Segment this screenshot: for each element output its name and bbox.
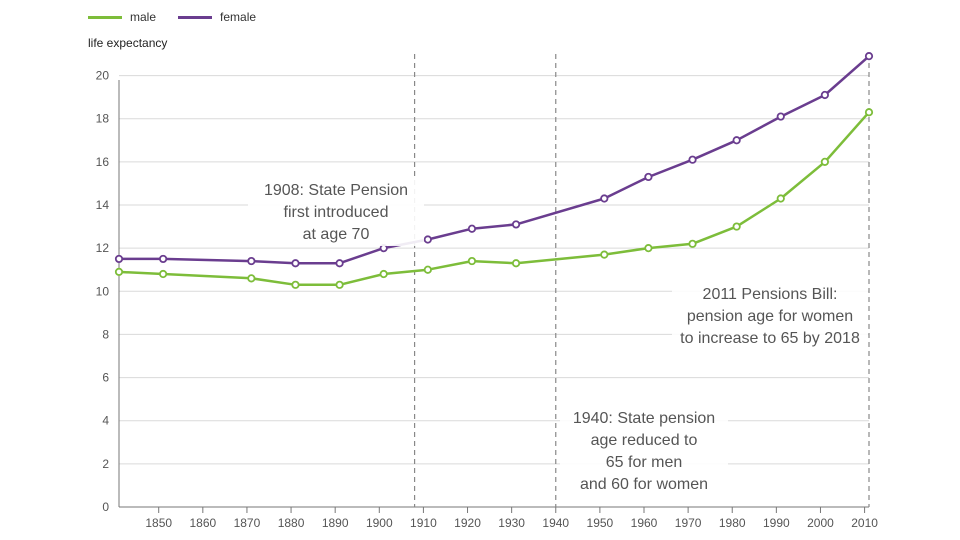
point-male-1871: [247, 274, 256, 283]
point-female-1841: [114, 254, 124, 264]
point-male-1901: [379, 269, 388, 279]
annotation-2011: 2011 Pensions Bill: pension age for wome…: [672, 284, 868, 350]
point-male-1841: [114, 267, 124, 276]
x-tick-label-2000: 2000: [807, 516, 834, 530]
x-tick-label-1900: 1900: [366, 516, 393, 530]
legend-swatch-male: [88, 15, 122, 19]
legend-swatch-female: [178, 15, 213, 19]
x-tick-label-1860: 1860: [189, 516, 216, 530]
annotation-1940-line-3: 65 for men: [605, 454, 683, 471]
y-tick-label-0: 0: [102, 500, 109, 514]
point-male-1971: [688, 239, 697, 248]
point-female-1921: [467, 224, 477, 233]
x-tick-label-1850: 1850: [145, 516, 172, 530]
y-tick-label-8: 8: [102, 327, 109, 341]
y-tick-label-20: 20: [96, 69, 110, 83]
x-tick-label-1930: 1930: [498, 516, 525, 530]
series-line-male: [118, 111, 870, 287]
point-male-1931: [511, 259, 521, 268]
y-tick-label-10: 10: [96, 284, 110, 298]
point-female-2011: [864, 52, 874, 61]
x-tick-label-1880: 1880: [278, 516, 305, 530]
annotation-1940-line-1: 1940: State pension: [572, 410, 716, 427]
annotation-2011-line-1: 2011 Pensions Bill:: [702, 286, 838, 303]
x-tick-label-1890: 1890: [322, 516, 349, 530]
y-tick-label-18: 18: [96, 112, 110, 126]
point-male-1911: [423, 265, 432, 274]
point-female-1981: [732, 136, 741, 145]
annotation-1908-line-3: at age 70: [302, 226, 370, 243]
point-female-1971: [688, 155, 697, 164]
x-tick-label-1970: 1970: [675, 516, 702, 530]
y-tick-label-14: 14: [96, 198, 110, 212]
point-male-1961: [644, 244, 653, 253]
point-male-2011: [864, 108, 874, 117]
series-line-female: [119, 55, 870, 265]
point-female-1891: [335, 259, 344, 268]
x-tick-label-1920: 1920: [454, 516, 481, 530]
annotation-1908: 1908: State Pension first introduced at …: [248, 180, 424, 246]
annotation-1908-line-1: 1908: State Pension: [263, 182, 409, 199]
annotation-1940: 1940: State pension age reduced to 65 fo…: [560, 408, 728, 496]
legend-item-male: male: [88, 10, 156, 24]
x-tick-label-2010: 2010: [851, 516, 878, 530]
x-tick-label-1910: 1910: [410, 516, 437, 530]
x-tick-label-1960: 1960: [631, 516, 658, 530]
point-female-1961: [644, 172, 653, 182]
y-tick-label-6: 6: [102, 371, 109, 385]
legend-label-female: female: [220, 10, 257, 24]
y-tick-label-16: 16: [96, 155, 110, 169]
legend-item-female: female: [178, 10, 256, 24]
legend: male female: [88, 10, 256, 24]
y-tick-label-2: 2: [102, 457, 109, 471]
legend-label-male: male: [130, 10, 157, 24]
point-male-2001: [820, 157, 829, 166]
point-male-1881: [291, 280, 300, 289]
x-tick-label-1870: 1870: [234, 516, 261, 530]
x-tick-label-1940: 1940: [542, 516, 569, 530]
annotation-2011-line-3: to increase to 65 by 2018: [680, 330, 860, 347]
annotation-1940-line-4: and 60 for women: [579, 476, 709, 493]
y-tick-label-12: 12: [96, 241, 110, 255]
point-male-1951: [600, 250, 609, 259]
y-axis-label: life expectancy: [88, 36, 168, 50]
x-tick-label-1950: 1950: [587, 516, 614, 530]
y-tick-label-4: 4: [102, 414, 109, 428]
point-female-1931: [511, 220, 521, 229]
point-male-1921: [467, 256, 477, 266]
annotation-2011-line-2: pension age for women: [686, 308, 854, 325]
point-male-1891: [335, 280, 344, 289]
point-female-1991: [776, 112, 785, 121]
point-female-1951: [600, 194, 609, 203]
point-female-2001: [820, 90, 829, 100]
point-female-1881: [291, 259, 300, 268]
point-male-1981: [732, 222, 741, 231]
point-female-1871: [247, 256, 256, 266]
x-tick-label-1980: 1980: [719, 516, 746, 530]
annotation-1940-line-2: age reduced to: [590, 432, 698, 449]
point-female-1851: [159, 254, 168, 264]
x-tick-label-1990: 1990: [763, 516, 790, 530]
point-male-1851: [159, 269, 168, 279]
point-male-1991: [776, 194, 785, 203]
annotation-1908-line-2: first introduced: [283, 204, 389, 221]
point-female-1911: [423, 235, 432, 244]
